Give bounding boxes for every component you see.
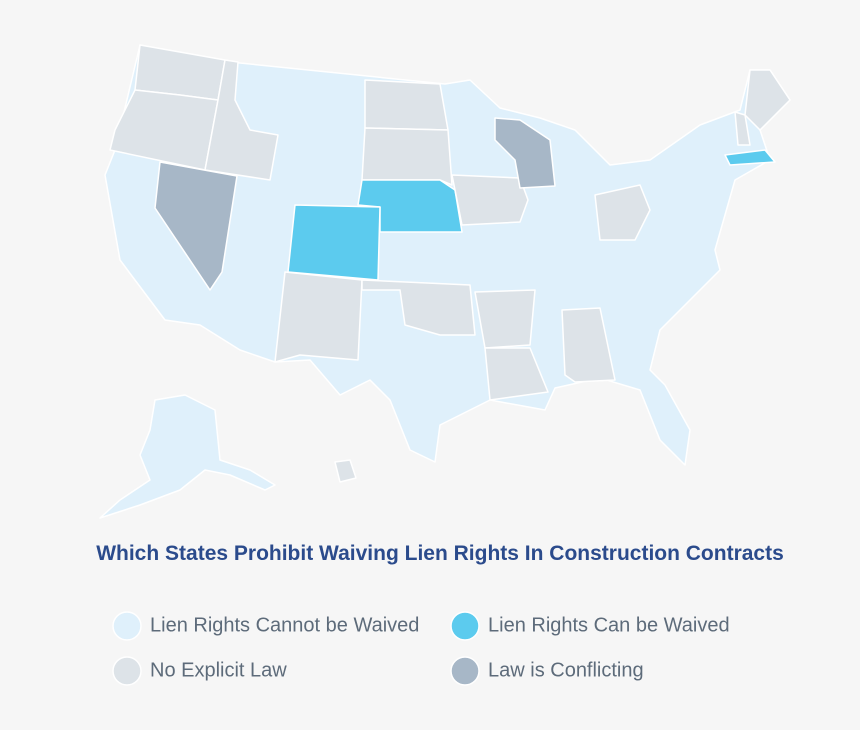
state [474, 289, 536, 349]
state [99, 394, 276, 519]
legend-label: Lien Rights Cannot be Waived [150, 614, 419, 636]
legend-swatch [450, 611, 480, 641]
state [724, 149, 776, 166]
state [451, 174, 529, 226]
state [204, 59, 279, 181]
state [561, 307, 616, 383]
state [287, 204, 381, 281]
state [744, 69, 791, 131]
legend-label: No Explicit Law [150, 659, 287, 681]
us-map [99, 44, 791, 519]
legend-label: Law is Conflicting [488, 659, 644, 681]
state [734, 111, 751, 146]
state [361, 127, 453, 186]
state [334, 459, 357, 483]
state [594, 184, 651, 241]
chart-title: Which States Prohibit Waiving Lien Right… [96, 542, 784, 565]
legend-swatch [112, 656, 142, 686]
state [154, 161, 238, 291]
legend-label: Lien Rights Can be Waived [488, 614, 730, 636]
state [364, 79, 449, 131]
state [361, 279, 476, 336]
state [494, 117, 556, 189]
state [484, 347, 549, 401]
legend: Lien Rights Cannot be Waived Lien Rights … [112, 611, 730, 686]
legend-swatch [112, 611, 142, 641]
state [357, 179, 463, 233]
state [274, 271, 363, 363]
legend-swatch [450, 656, 480, 686]
